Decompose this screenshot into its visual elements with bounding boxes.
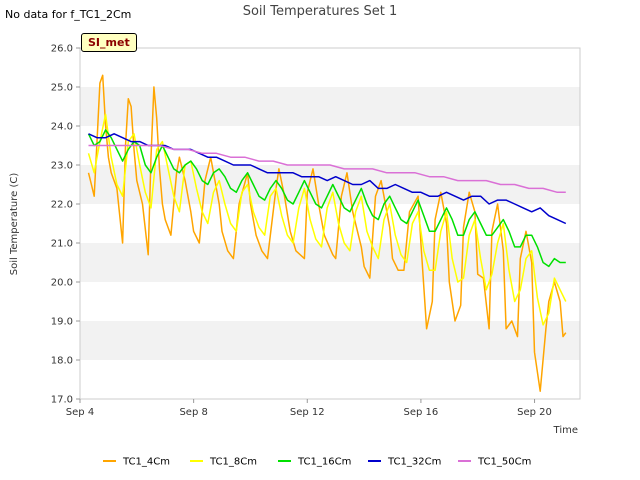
- x-tick-label: Sep 12: [290, 407, 325, 418]
- site-badge: SI_met: [81, 33, 137, 52]
- legend-label-tc1-4cm: TC1_4Cm: [122, 457, 170, 468]
- legend-label-tc1-32cm: TC1_32Cm: [387, 457, 441, 468]
- y-tick-label: 26.0: [51, 44, 73, 55]
- x-axis-label: Time: [553, 425, 578, 436]
- legend-label-tc1-8cm: TC1_8Cm: [209, 457, 257, 468]
- y-axis-ticks: 17.0 18.0 19.0 20.0 21.0 22.0 23.0 24.0 25.0 26.0: [51, 44, 80, 406]
- series-line-tc1-16cm: [87, 129, 566, 268]
- x-axis-ticks: Sep 4 Sep 8 Sep 12 Sep 16 Sep 20: [66, 399, 552, 418]
- y-axis-label: Soil Temperature (C): [9, 173, 20, 276]
- x-tick-label: Sep 8: [179, 407, 207, 418]
- y-tick-label: 25.0: [51, 83, 73, 94]
- legend-label-tc1-50cm: TC1_50Cm: [477, 457, 531, 468]
- series-line-tc1-50cm: [88, 144, 566, 194]
- x-tick-label: Sep 16: [404, 407, 439, 418]
- series-line-tc1-4cm: [87, 74, 567, 392]
- plot-frame: [79, 47, 581, 400]
- y-tick-label: 21.0: [51, 239, 73, 250]
- chart-title: Soil Temperatures Set 1: [242, 4, 398, 19]
- x-tick-label: Sep 4: [66, 407, 94, 418]
- y-tick-label: 17.0: [51, 395, 73, 406]
- grid-band: [80, 360, 580, 399]
- series-lines: [87, 74, 567, 392]
- no-data-note: No data for f_TC1_2Cm: [5, 8, 132, 21]
- grid-band: [80, 87, 580, 126]
- grid-band: [80, 282, 580, 321]
- legend-label-tc1-16cm: TC1_16Cm: [297, 457, 351, 468]
- grid-band: [80, 321, 580, 360]
- legend: TC1_4Cm TC1_8Cm TC1_16Cm TC1_32Cm TC1_50Cm: [103, 457, 531, 468]
- y-tick-label: 24.0: [51, 122, 73, 133]
- series-line-tc1-8cm: [87, 113, 567, 326]
- y-tick-label: 18.0: [51, 356, 73, 367]
- grid-band: [80, 165, 580, 204]
- y-tick-label: 23.0: [51, 161, 73, 172]
- y-tick-label: 22.0: [51, 200, 73, 211]
- grid-band: [80, 48, 580, 87]
- y-tick-label: 19.0: [51, 317, 73, 328]
- y-tick-label: 20.0: [51, 278, 73, 289]
- series-line-tc1-32cm: [88, 133, 567, 225]
- x-tick-label: Sep 20: [517, 407, 552, 418]
